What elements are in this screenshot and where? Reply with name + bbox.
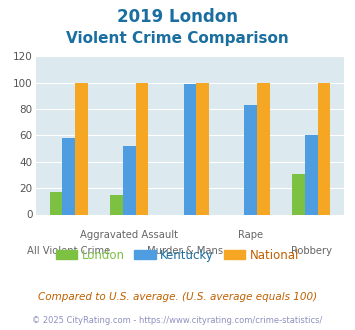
Text: 2019 London: 2019 London <box>117 8 238 26</box>
Bar <box>75 82 88 214</box>
Bar <box>305 135 318 214</box>
Bar <box>184 84 196 214</box>
Bar <box>62 138 75 214</box>
Bar <box>110 195 123 214</box>
Text: Robbery: Robbery <box>291 246 332 256</box>
Bar <box>196 82 209 214</box>
Bar <box>257 82 270 214</box>
Text: All Violent Crime: All Violent Crime <box>27 246 110 256</box>
Bar <box>123 146 136 214</box>
Text: Violent Crime Comparison: Violent Crime Comparison <box>66 31 289 46</box>
Bar <box>318 82 330 214</box>
Text: Murder & Mans...: Murder & Mans... <box>147 246 233 256</box>
Text: Compared to U.S. average. (U.S. average equals 100): Compared to U.S. average. (U.S. average … <box>38 292 317 302</box>
Text: © 2025 CityRating.com - https://www.cityrating.com/crime-statistics/: © 2025 CityRating.com - https://www.city… <box>32 316 323 325</box>
Bar <box>50 192 62 214</box>
Bar <box>244 105 257 214</box>
Text: Aggravated Assault: Aggravated Assault <box>80 230 178 240</box>
Bar <box>136 82 148 214</box>
Text: Rape: Rape <box>238 230 263 240</box>
Legend: London, Kentucky, National: London, Kentucky, National <box>51 244 304 266</box>
Bar <box>292 174 305 214</box>
